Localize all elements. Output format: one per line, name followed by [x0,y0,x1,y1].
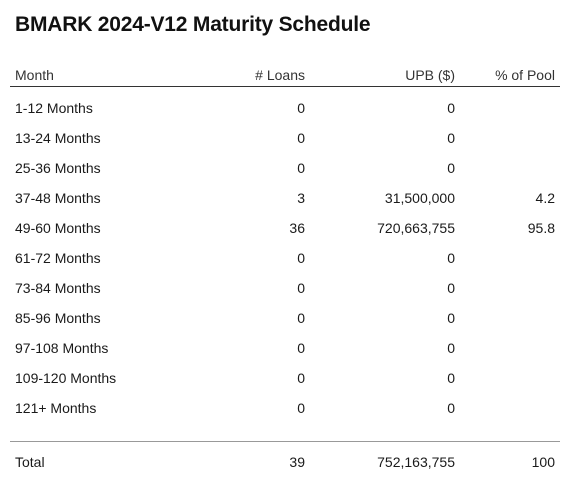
cell-month: 121+ Months [15,400,97,416]
cell-month: 37-48 Months [15,190,101,206]
cell-loans: 0 [297,130,305,146]
cell-pct: 95.8 [527,220,555,236]
table-row: 37-48 Months 3 31,500,000 4.2 [10,183,560,213]
total-pct: 100 [531,454,555,470]
total-loans: 39 [289,454,305,470]
total-divider [10,441,560,442]
cell-upb: 0 [447,100,455,116]
cell-month: 25-36 Months [15,160,101,176]
table-row: 25-36 Months 0 0 [10,153,560,183]
cell-month: 73-84 Months [15,280,101,296]
cell-month: 109-120 Months [15,370,117,386]
cell-upb: 0 [447,340,455,356]
cell-upb: 31,500,000 [384,190,455,206]
cell-upb: 0 [447,250,455,266]
cell-upb: 0 [447,280,455,296]
cell-month: 61-72 Months [15,250,101,266]
column-header-upb: UPB ($) [405,67,455,83]
column-header-pct: % of Pool [495,67,555,83]
cell-loans: 3 [297,190,305,206]
cell-pct: 4.2 [535,190,555,206]
cell-month: 85-96 Months [15,310,101,326]
cell-loans: 0 [297,340,305,356]
cell-loans: 0 [297,160,305,176]
column-header-loans: # Loans [255,67,305,83]
cell-loans: 0 [297,250,305,266]
table-body: 1-12 Months 0 0 13-24 Months 0 0 25-36 M… [10,87,560,423]
table-row: 49-60 Months 36 720,663,755 95.8 [10,213,560,243]
cell-upb: 720,663,755 [377,220,455,236]
cell-loans: 0 [297,280,305,296]
table-row: 97-108 Months 0 0 [10,333,560,363]
table-row: 61-72 Months 0 0 [10,243,560,273]
cell-month: 1-12 Months [15,100,93,116]
cell-upb: 0 [447,400,455,416]
table-row: 121+ Months 0 0 [10,393,560,423]
maturity-table: Month # Loans UPB ($) % of Pool 1-12 Mon… [10,64,560,477]
cell-loans: 0 [297,400,305,416]
cell-upb: 0 [447,130,455,146]
table-row: 73-84 Months 0 0 [10,273,560,303]
cell-upb: 0 [447,160,455,176]
column-header-month: Month [15,67,54,83]
total-row: Total 39 752,163,755 100 [10,447,560,477]
cell-month: 49-60 Months [15,220,101,236]
cell-loans: 36 [289,220,305,236]
total-label: Total [15,454,45,470]
cell-upb: 0 [447,310,455,326]
page-title: BMARK 2024-V12 Maturity Schedule [15,13,371,36]
cell-loans: 0 [297,100,305,116]
total-upb: 752,163,755 [377,454,455,470]
table-header: Month # Loans UPB ($) % of Pool [10,64,560,87]
table-row: 1-12 Months 0 0 [10,93,560,123]
cell-loans: 0 [297,370,305,386]
cell-upb: 0 [447,370,455,386]
table-row: 85-96 Months 0 0 [10,303,560,333]
cell-loans: 0 [297,310,305,326]
cell-month: 97-108 Months [15,340,109,356]
cell-month: 13-24 Months [15,130,101,146]
table-row: 13-24 Months 0 0 [10,123,560,153]
table-row: 109-120 Months 0 0 [10,363,560,393]
